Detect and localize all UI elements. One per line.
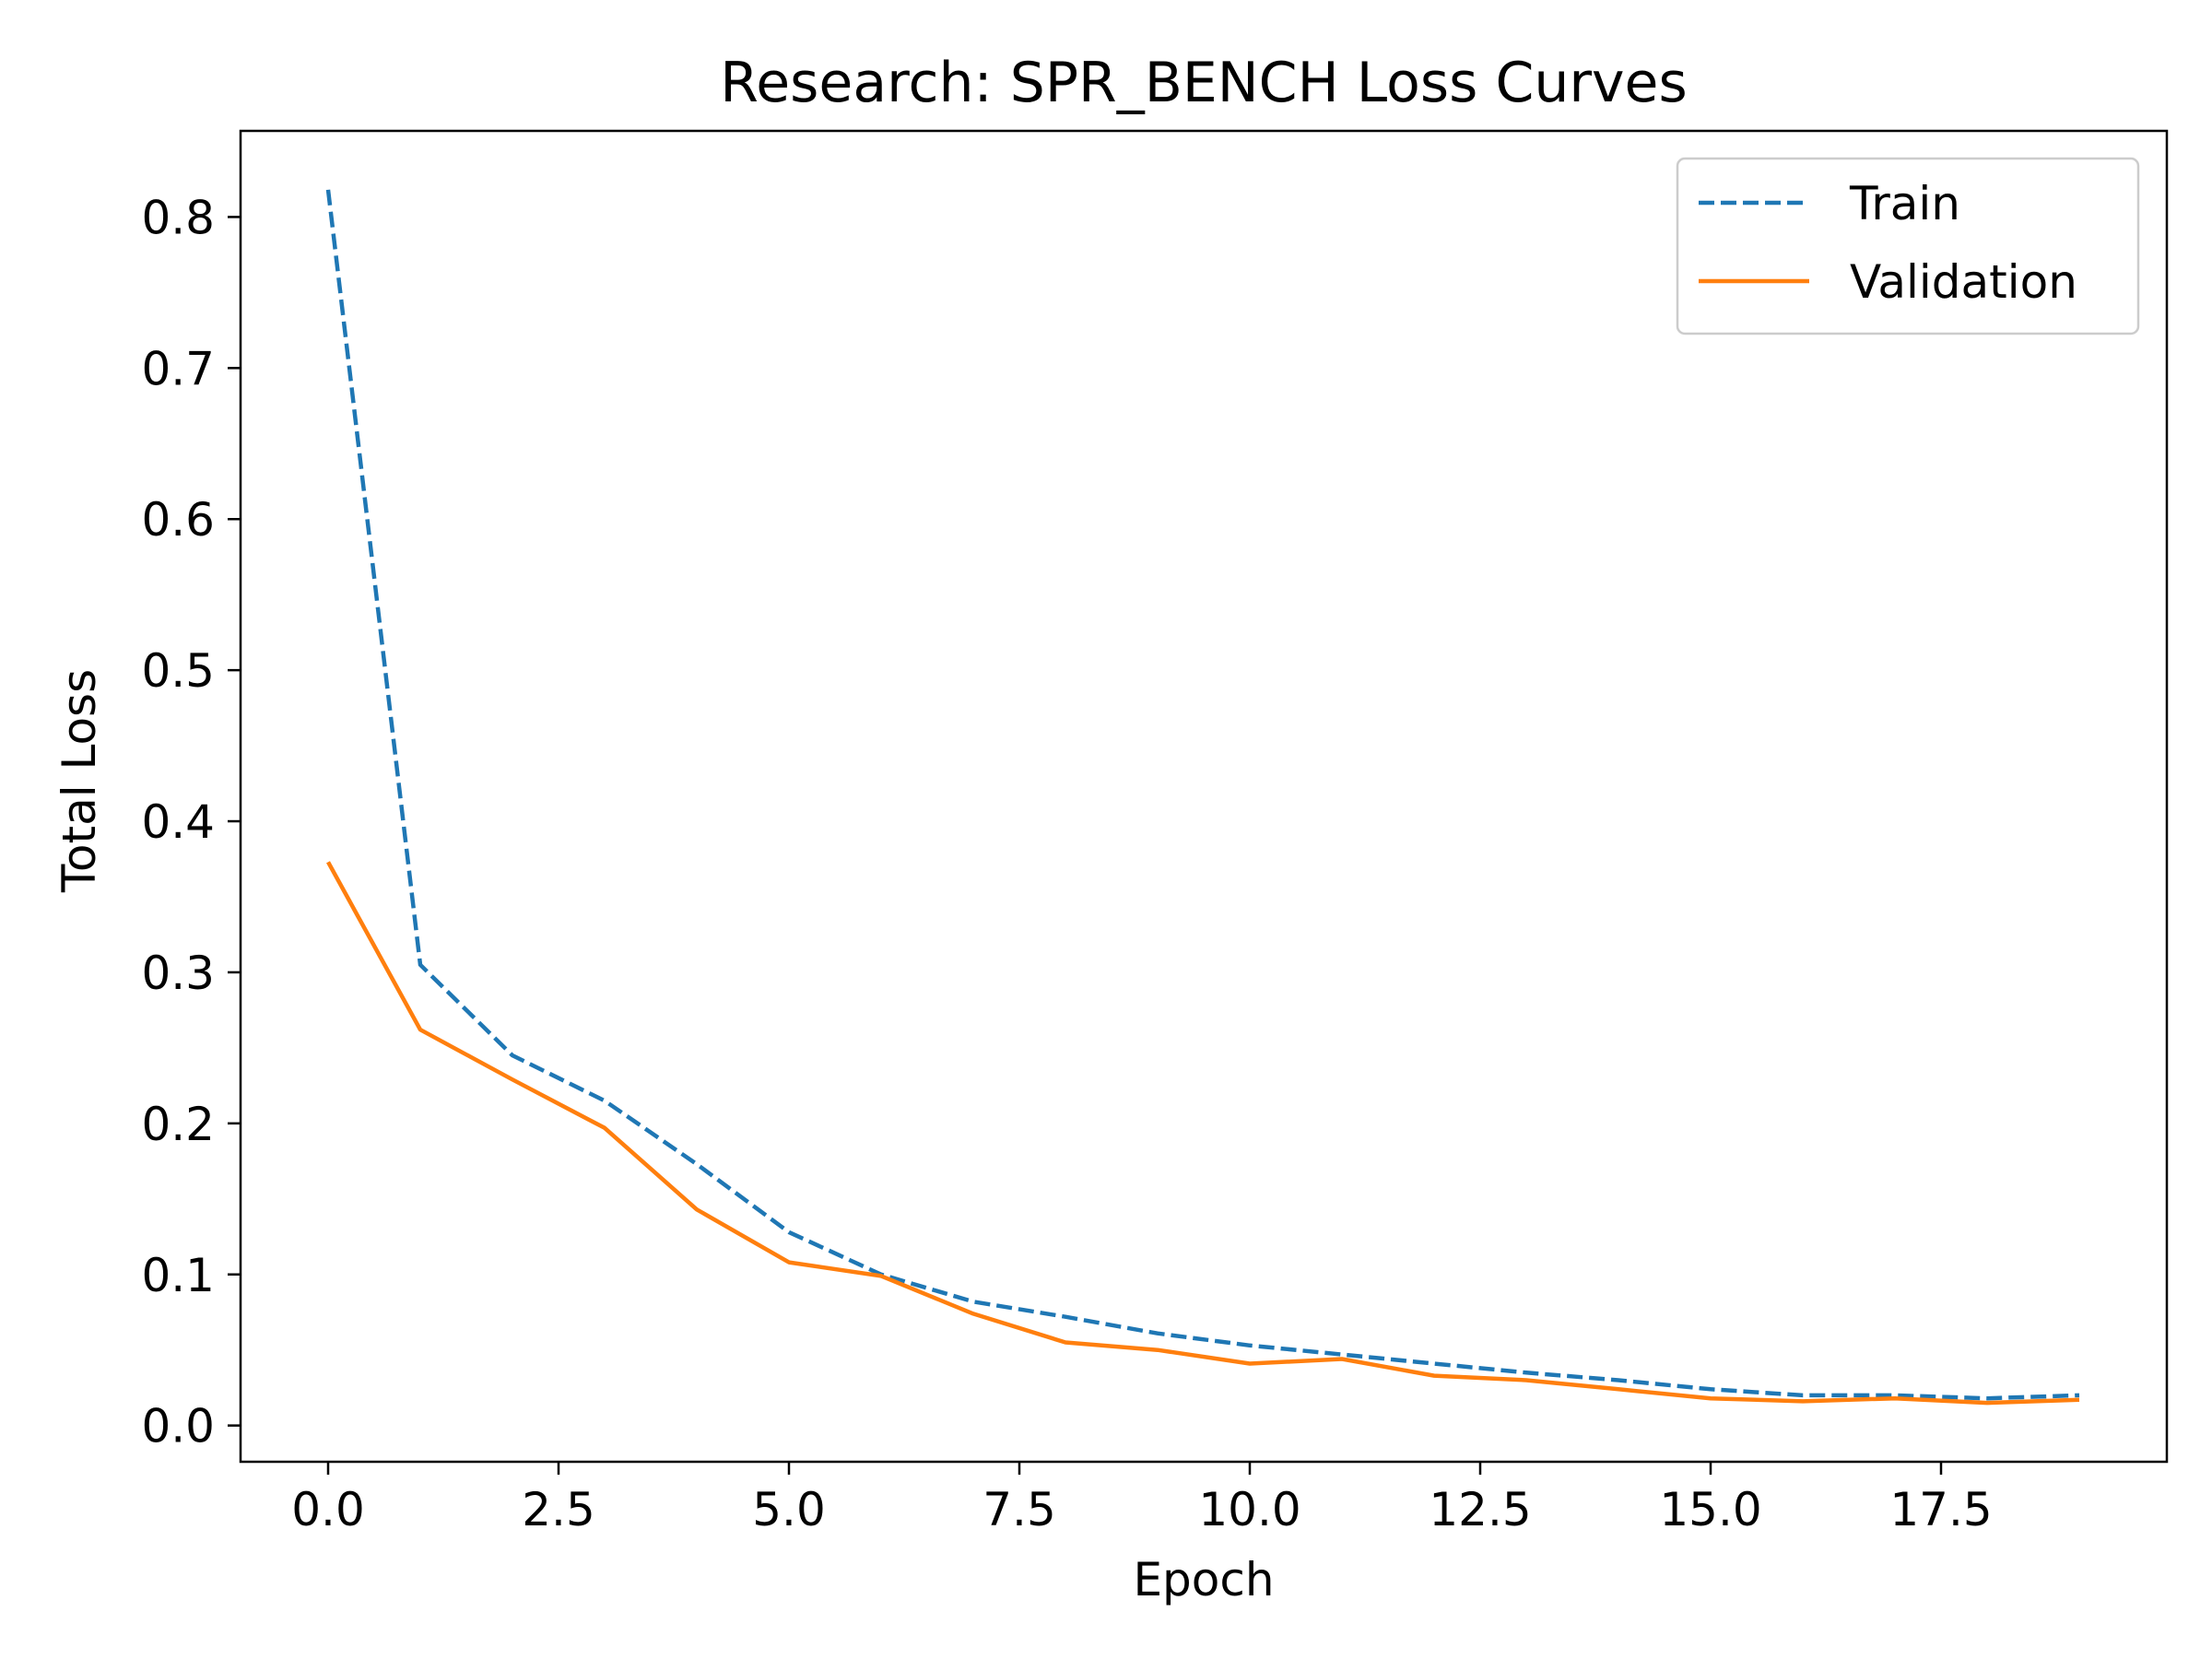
- series-layer: [325, 189, 2080, 1406]
- y-tick-label: 0.8: [141, 191, 215, 244]
- x-tick-label: 0.0: [291, 1483, 365, 1536]
- y-tick-label: 0.1: [141, 1249, 215, 1302]
- y-tick-label: 0.4: [141, 795, 215, 849]
- y-axis-label: Total Loss: [53, 669, 106, 893]
- y-tick-label: 0.3: [141, 947, 215, 1000]
- y-tick-label: 0.7: [141, 342, 215, 395]
- y-tick-label: 0.5: [141, 644, 215, 698]
- x-tick-label: 5.0: [752, 1483, 826, 1536]
- x-tick-label: 15.0: [1659, 1483, 1761, 1536]
- x-tick-label: 2.5: [522, 1483, 595, 1536]
- series-line-validation: [326, 861, 2080, 1406]
- plot-area-frame: [239, 129, 2169, 1464]
- x-tick-label: 7.5: [982, 1483, 1056, 1536]
- chart-title: Research: SPR_BENCH Loss Curves: [720, 51, 1687, 115]
- y-tick-label: 0.2: [141, 1098, 215, 1151]
- x-axis-ticks: 0.0 2.5 5.0 7.5 10.0 12.5 15.0 17.5: [291, 1462, 1993, 1536]
- series-line-train: [325, 189, 2080, 1401]
- legend: Train Validation: [1676, 157, 2140, 335]
- x-tick-label: 12.5: [1429, 1483, 1531, 1536]
- x-tick-label: 17.5: [1889, 1483, 1992, 1536]
- y-tick-label: 0.0: [141, 1400, 215, 1453]
- legend-label-train: Train: [1849, 177, 1960, 230]
- x-tick-label: 10.0: [1198, 1483, 1300, 1536]
- legend-label-validation: Validation: [1850, 255, 2077, 309]
- y-axis-ticks: 0.0 0.1 0.2 0.3 0.4 0.5 0.6 0.7 0.8: [141, 191, 241, 1453]
- y-tick-label: 0.6: [141, 493, 215, 547]
- x-axis-label: Epoch: [1133, 1553, 1274, 1606]
